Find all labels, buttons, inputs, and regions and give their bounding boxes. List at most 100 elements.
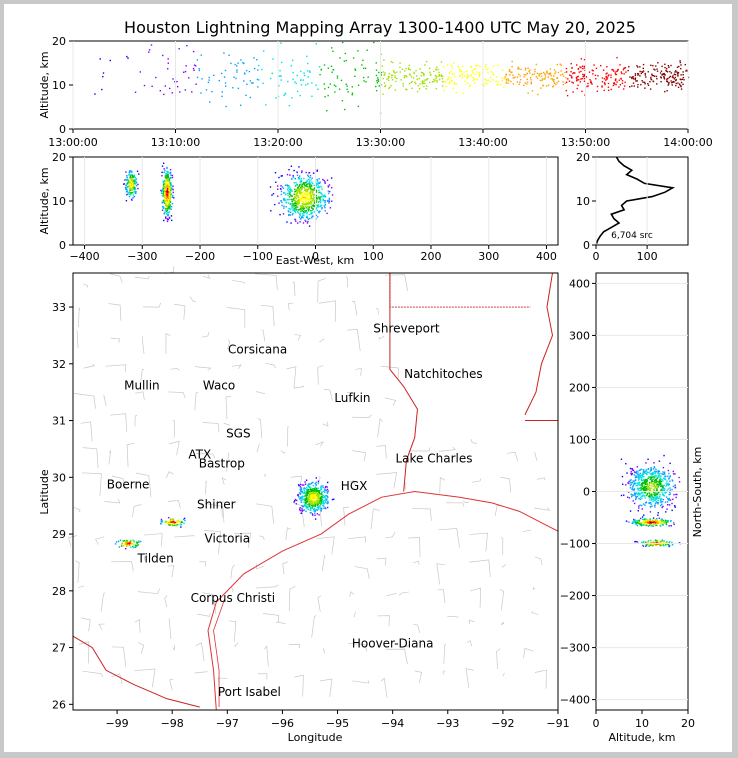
time-altitude-point [411, 87, 413, 90]
time-altitude-point [607, 82, 610, 85]
ns-altitude-point [661, 493, 664, 495]
ns-altitude-point [646, 484, 648, 487]
time-altitude-point [453, 82, 456, 84]
map-source-point [173, 524, 175, 527]
map-source-point [304, 495, 307, 497]
county-line [322, 421, 329, 427]
time-altitude-point [546, 71, 548, 73]
ns-altitude-point [649, 522, 651, 525]
ew-altitude-point [168, 217, 171, 219]
time-altitude-point [384, 84, 387, 87]
map-source-point [314, 514, 316, 517]
ns-altitude-point [665, 519, 667, 522]
time-altitude-point [556, 82, 558, 84]
ew-altitude-point [315, 185, 317, 187]
ew-altitude-point [318, 211, 320, 214]
time-altitude-point [346, 88, 348, 91]
ns-altitude-point [663, 495, 666, 497]
ew-altitude-point [133, 188, 136, 190]
ns-altitude-point [656, 485, 658, 488]
time-altitude-point [396, 77, 398, 80]
ns-altitude-point [665, 543, 668, 545]
county-line [194, 391, 199, 411]
ew-altitude-point [301, 171, 303, 174]
ew-altitude-point [305, 220, 307, 222]
county-line [263, 613, 280, 623]
county-line [105, 364, 127, 372]
map-source-point [305, 505, 307, 508]
time-altitude-point [540, 72, 543, 75]
time-altitude-point [450, 77, 452, 79]
ns-altitude-point [633, 474, 636, 476]
time-altitude-point [685, 69, 688, 71]
ew-altitude-point [286, 173, 289, 176]
time-altitude-point [546, 70, 548, 72]
time-altitude-point [335, 85, 337, 88]
map-source-point [125, 543, 127, 545]
county-boundaries [68, 266, 551, 698]
time-altitude-point [230, 62, 232, 65]
county-line [404, 482, 407, 490]
map-source-point [320, 485, 323, 487]
time-altitude-point [680, 88, 683, 90]
map-source-point [128, 544, 131, 546]
time-altitude-point [667, 84, 669, 86]
ew-altitude-point [300, 179, 302, 181]
county-line [169, 679, 174, 691]
ew-altitude-point [164, 200, 166, 202]
city-label: Tilden [137, 551, 174, 565]
ew-altitude-point [269, 186, 272, 188]
ns-altitude-point [655, 494, 657, 496]
ns-altitude-point [668, 497, 670, 500]
time-altitude-point [472, 72, 474, 74]
ns-altitude-point [652, 468, 655, 470]
map-source-point [297, 495, 300, 497]
time-altitude-point [680, 81, 683, 84]
ns-altitude-point [642, 473, 644, 475]
time-altitude-point [517, 66, 519, 69]
ew-altitude-point [290, 198, 292, 201]
ns-altitude-xtick-label: 0 [593, 717, 600, 730]
ns-altitude-point [629, 484, 632, 487]
ew-altitude-point [125, 179, 128, 181]
map-source-point [300, 492, 302, 494]
time-altitude-point [639, 66, 641, 68]
time-altitude-point [583, 75, 586, 77]
ns-altitude-point [657, 483, 660, 486]
ew-altitude-point [291, 190, 293, 192]
time-altitude-point [345, 83, 347, 86]
ns-altitude-point [638, 476, 640, 479]
ew-altitude-point [165, 204, 168, 207]
county-line [144, 533, 163, 547]
map-source-point [138, 541, 140, 543]
county-line [255, 503, 275, 524]
ns-altitude-point [650, 542, 652, 544]
map-source-point [325, 495, 328, 497]
map-source-point [168, 523, 170, 526]
county-line [98, 623, 105, 630]
map-source-point [161, 521, 163, 524]
county-line [255, 391, 266, 395]
time-altitude-point [223, 52, 225, 54]
county-line [100, 592, 106, 612]
ew-altitude-point [301, 206, 303, 208]
map-source-point [130, 546, 132, 549]
time-altitude-point [544, 78, 546, 80]
figure-frame: Houston Lightning Mapping Array 1300-140… [4, 4, 732, 752]
ew-altitude-point [163, 200, 165, 202]
time-altitude-point [647, 71, 649, 73]
ns-altitude-point [634, 483, 636, 485]
ew-altitude-point [300, 199, 302, 201]
time-altitude-point [673, 78, 676, 80]
county-line [377, 418, 383, 438]
ew-altitude-point [276, 185, 279, 187]
ew-altitude-point [163, 186, 166, 188]
ew-altitude-point [303, 177, 305, 180]
map-source-point [316, 500, 318, 502]
time-altitude-point [680, 74, 682, 76]
map-source-point [317, 482, 320, 484]
ns-altitude-point [668, 545, 670, 548]
map-source-point [308, 483, 310, 485]
time-altitude-point [464, 75, 466, 77]
time-altitude-point [512, 83, 514, 85]
